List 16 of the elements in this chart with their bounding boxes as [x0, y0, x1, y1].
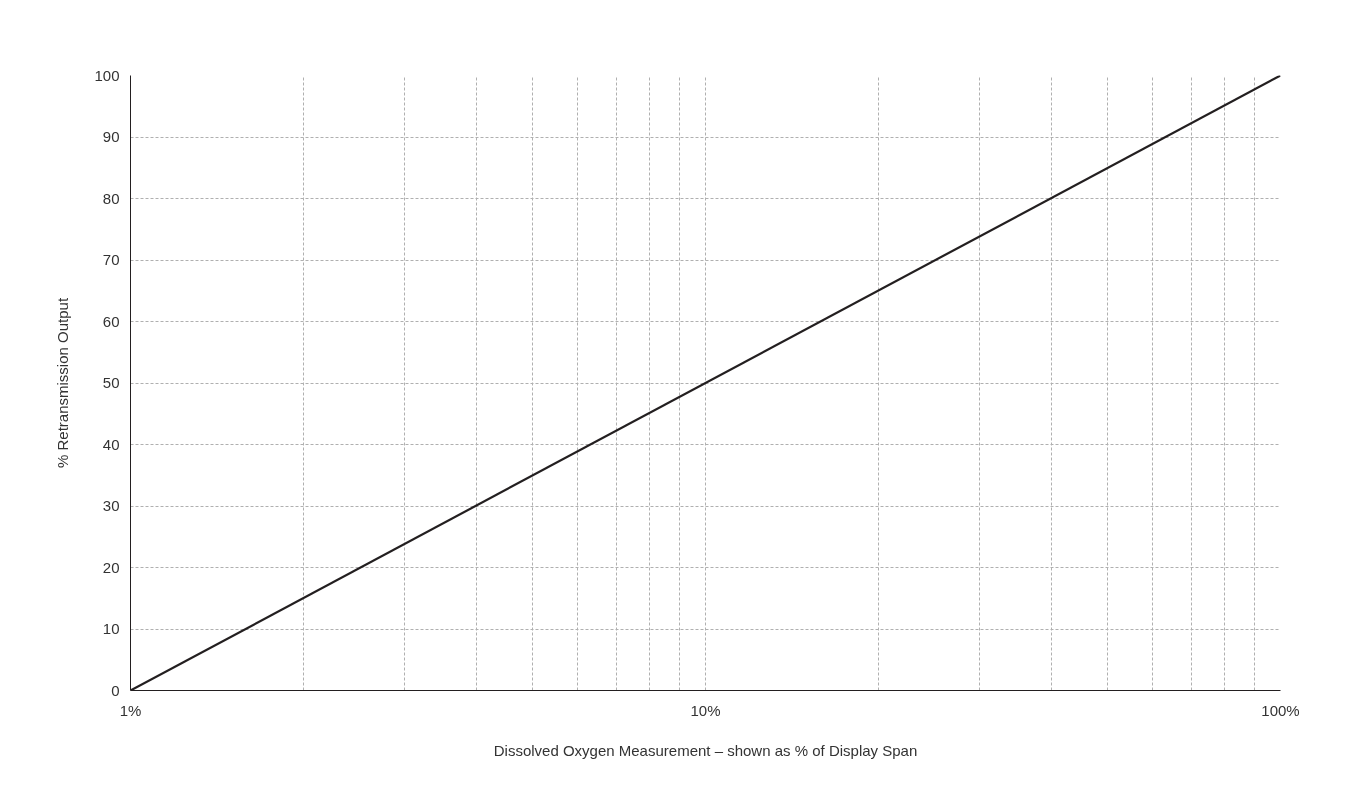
y-tick-label: 40 [102, 435, 120, 453]
y-tick-label: 0 [111, 681, 120, 699]
y-tick-label: 50 [102, 374, 120, 391]
x-tick-label: 1% [119, 701, 142, 719]
y-tick-label: 10 [102, 620, 120, 637]
x-tick-label: 10% [690, 701, 721, 719]
y-axis-title: % Retransmission Output [54, 297, 72, 469]
x-tick-label: 100% [1261, 701, 1300, 719]
y-tick-label: 100 [94, 66, 120, 84]
y-tick-label: 20 [102, 558, 120, 576]
y-tick-label: 30 [102, 497, 120, 514]
y-tick-label: 70 [102, 251, 120, 268]
y-tick-label: 80 [102, 189, 120, 207]
y-tick-label: 60 [102, 312, 120, 330]
x-axis-title: Dissolved Oxygen Measurement – shown as % of Display Span [493, 741, 918, 759]
y-tick-label: 90 [102, 128, 120, 145]
